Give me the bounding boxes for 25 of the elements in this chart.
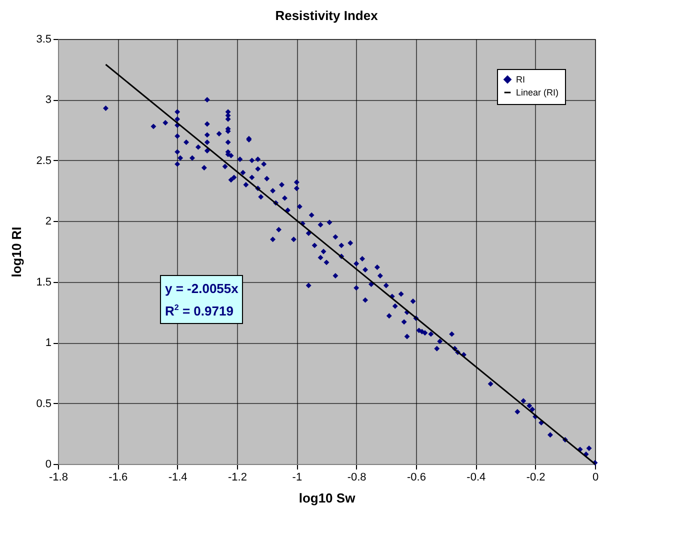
y-tick-label: 3.5 bbox=[36, 34, 52, 46]
x-tick-label: -1.8 bbox=[49, 472, 68, 484]
x-axis-title: log10 Sw bbox=[298, 490, 356, 506]
y-tick-label: 0 bbox=[45, 458, 52, 470]
y-tick-label: 1 bbox=[45, 337, 52, 350]
y-tick-label: 1.5 bbox=[36, 276, 52, 288]
x-tick-label: -1.6 bbox=[108, 472, 128, 484]
legend-label: RI bbox=[516, 74, 525, 84]
x-tick-label: -0.2 bbox=[526, 472, 546, 484]
annotation: y = -2.0055x bbox=[165, 281, 238, 296]
x-tick-label: -1.4 bbox=[168, 472, 188, 484]
x-tick-label: -1.2 bbox=[228, 472, 247, 484]
legend-label: Linear (RI) bbox=[516, 88, 559, 98]
y-tick-label: 2.5 bbox=[36, 154, 52, 167]
y-tick-label: 3 bbox=[45, 94, 52, 106]
x-tick-label: 0 bbox=[592, 472, 599, 484]
annotation: R$^{2}$ = 0.9719 bbox=[165, 303, 234, 318]
x-tick-label: -1 bbox=[292, 472, 302, 484]
x-tick-label: -0.6 bbox=[407, 472, 426, 484]
chart-title: Resistivity Index bbox=[275, 8, 379, 23]
x-tick-label: -0.8 bbox=[347, 472, 366, 484]
x-tick-label: -0.4 bbox=[466, 472, 486, 484]
y-tick-label: 0.5 bbox=[36, 398, 52, 410]
y-tick-label: 2 bbox=[45, 216, 52, 228]
y-axis-title: log10 RI bbox=[9, 226, 24, 278]
